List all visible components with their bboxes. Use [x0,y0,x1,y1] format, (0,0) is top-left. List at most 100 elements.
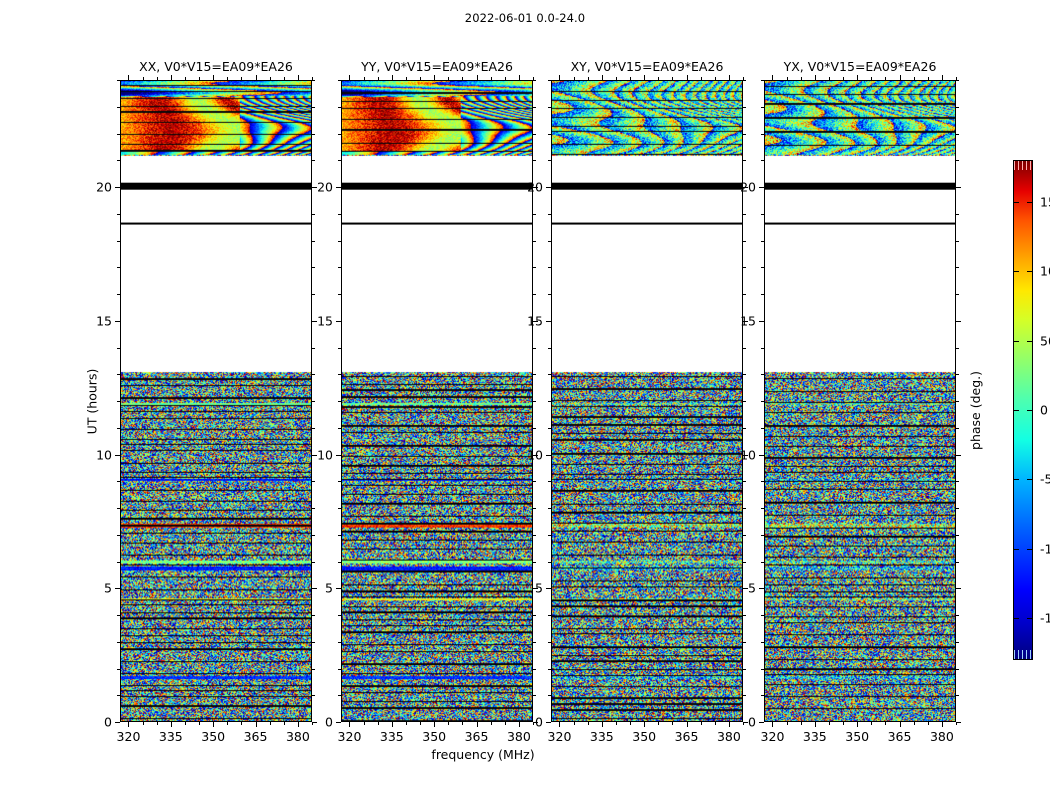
y-minor-tick-right-xy [743,80,746,81]
x-tick-xx-335 [170,722,172,727]
y-minor-tick-yx [761,427,764,429]
colorbar[interactable]: -150 -100 -50 0 50 100 150 [1013,160,1050,660]
x-tick-top-yx-320 [772,75,774,80]
y-minor-tick-right-xx [312,213,315,215]
y-tick-yx-0 [759,722,764,723]
colorbar-tick-label--100: -100 [1040,541,1050,557]
x-minor-tick-yy [490,722,492,725]
y-minor-tick-yy [338,106,341,108]
panel-title-xy: XY, V0*V15=EA09*EA26 [570,59,724,74]
x-tick-yx-380 [941,722,943,727]
y-minor-tick-yx [761,267,764,269]
y-minor-tick-xy [548,615,551,616]
y-minor-tick-yx [761,133,764,135]
y-minor-tick-right-xy [743,106,746,108]
x-tick-yx-335 [814,722,816,727]
y-minor-tick-xy [548,561,551,563]
y-minor-tick-yy [338,160,341,162]
y-minor-tick-xx [117,561,120,563]
y-minor-tick-right-yx [956,133,959,135]
x-minor-tick-yx [800,722,802,725]
y-minor-tick-right-yy [533,294,536,295]
y-minor-tick-right-xy [743,534,746,536]
waterfall-image-yy [342,81,532,721]
y-minor-tick-right-xy [743,240,746,242]
y-minor-tick-right-xx [312,641,315,643]
y-minor-tick-right-xx [312,80,315,81]
panel-yx[interactable]: YX, V0*V15=EA09*EA26 0 5 10 15 20 320 335 350 365… [740,59,961,744]
y-tick-label-yy-5: 5 [325,580,333,596]
x-tick-label-xy-365: 365 [674,729,699,744]
y-minor-tick-yx [761,106,764,108]
y-tick-label-yy-15: 15 [317,313,333,329]
y-minor-tick-right-yx [956,615,959,616]
x-minor-tick-top-xx [241,77,243,80]
y-minor-tick-xy [548,668,551,670]
x-tick-label-yx-380: 380 [929,729,954,744]
y-minor-tick-right-yy [533,106,536,108]
colorbar-tick-0 [1013,410,1019,411]
y-tick-label-xy-5: 5 [535,580,543,596]
x-tick-label-yx-365: 365 [887,729,912,744]
y-tick-right-yy-5 [533,588,538,590]
x-minor-tick-xx [241,722,243,725]
y-tick-right-xy-0 [743,722,748,723]
y-minor-tick-right-xx [312,695,315,697]
y-minor-tick-yx [761,695,764,697]
x-tick-label-xx-350: 350 [201,729,226,744]
x-minor-tick-top-yx [913,77,915,80]
x-tick-top-yy-380 [518,75,520,80]
y-minor-tick-xx [117,401,120,402]
y-minor-tick-xx [117,481,120,483]
y-minor-tick-right-xx [312,427,315,429]
y-minor-tick-yy [338,534,341,536]
x-minor-tick-top-xx [283,77,285,80]
y-minor-tick-yy [338,401,341,402]
y-minor-tick-right-yy [533,427,536,429]
y-minor-tick-yy [338,133,341,135]
y-minor-tick-yx [761,80,764,81]
y-minor-tick-xx [117,133,120,135]
y-minor-tick-right-yy [533,213,536,215]
y-minor-tick-xy [548,213,551,215]
x-minor-tick-top-xy [700,77,702,80]
y-minor-tick-xy [548,294,551,295]
x-tick-xy-380 [728,722,730,727]
axes-frame-yx [764,80,956,722]
panel-xx[interactable]: XX, V0*V15=EA09*EA26 0 5 10 15 20 320 335 350 365… [96,59,317,744]
figure-suptitle: 2022-06-01 0.0-24.0 [464,11,586,25]
waterfall-image-xx [121,81,311,721]
y-minor-tick-yx [761,374,764,376]
y-minor-tick-xy [548,80,551,81]
panel-xy[interactable]: XY, V0*V15=EA09*EA26 0 5 10 15 20 320 335 350 365… [527,59,748,744]
y-minor-tick-right-yy [533,347,536,349]
y-tick-right-yx-15 [956,320,961,322]
y-minor-tick-right-xx [312,481,315,483]
x-minor-tick-top-yx [843,77,845,80]
y-minor-tick-right-yy [533,561,536,563]
x-minor-tick-yy [420,722,422,725]
y-minor-tick-right-yy [533,481,536,483]
x-minor-tick-top-yy [448,77,450,80]
y-minor-tick-right-xx [312,561,315,563]
x-minor-tick-yx [843,722,845,725]
colorbar-tick-label--50: -50 [1040,471,1050,487]
colorbar-end-cap [1014,650,1032,659]
y-minor-tick-yx [761,213,764,215]
x-minor-tick-top-xx [269,77,271,80]
x-minor-tick-top-xx [142,77,144,80]
colorbar-tick-100 [1013,271,1019,273]
colorbar-label: phase (deg.) [967,370,983,450]
x-tick-label-xx-365: 365 [243,729,268,744]
panel-yy[interactable]: YY, V0*V15=EA09*EA26 0 5 10 15 20 320 335 350 365… [317,59,538,744]
x-tick-top-yx-365 [899,75,901,80]
x-minor-tick-top-xy [714,77,716,80]
y-minor-tick-yy [338,641,341,643]
x-tick-top-xx-350 [213,75,215,80]
y-minor-tick-right-xx [312,240,315,242]
x-minor-tick-xy [658,722,660,725]
x-minor-tick-xy [743,722,744,725]
y-minor-tick-xx [117,240,120,242]
x-minor-tick-xy [587,722,589,725]
